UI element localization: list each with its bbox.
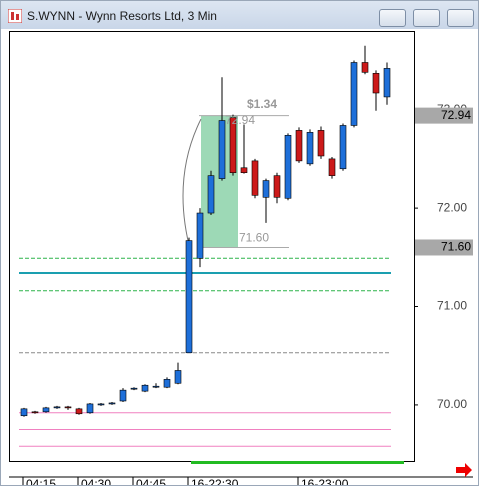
candle-body	[207, 175, 215, 214]
y-tick-label: 72.00	[437, 200, 467, 214]
candle-body	[130, 387, 138, 390]
close-button[interactable]	[447, 9, 474, 27]
measure-arc	[182, 118, 202, 254]
candle-body	[152, 385, 160, 388]
candle-body	[251, 160, 259, 196]
minimize-button[interactable]	[379, 9, 406, 27]
x-tick-label: 04:15	[26, 477, 56, 485]
price-marker	[415, 239, 473, 256]
candle-body	[53, 406, 61, 409]
candle-body	[163, 379, 171, 388]
candle-body	[218, 120, 226, 179]
candle-body	[108, 402, 116, 405]
candle-body	[339, 125, 347, 170]
candle-body	[383, 68, 391, 98]
candle-body	[295, 130, 303, 162]
candle-body	[196, 212, 204, 259]
candle-body	[97, 403, 105, 406]
y-tick-label: 71.00	[437, 299, 467, 313]
candle-body	[372, 73, 380, 94]
price-marker	[415, 107, 473, 124]
candle-body	[306, 132, 314, 165]
candle-body	[42, 407, 50, 413]
scroll-arrow[interactable]	[456, 463, 472, 477]
candle-body	[86, 403, 94, 414]
candle-body	[328, 158, 336, 176]
measure-change: $1.34	[247, 97, 277, 111]
candle-body	[284, 135, 292, 199]
measure-top-label: 72.94	[225, 113, 255, 127]
app-icon	[8, 9, 22, 23]
x-tick-label: 16-23:00	[301, 477, 349, 485]
candle-body	[141, 384, 149, 392]
candle-body	[119, 389, 127, 402]
measure-bottom-label: 71.60	[239, 231, 269, 245]
candle-body	[64, 406, 72, 409]
candle-body	[273, 175, 281, 198]
x-tick-label: 04:30	[81, 477, 111, 485]
candle-body	[350, 62, 358, 126]
title-bar: S.WYNN - Wynn Resorts Ltd, 3 Min	[1, 1, 478, 29]
candle-body	[317, 130, 325, 157]
x-tick-label: 16-22:30	[191, 477, 239, 485]
candle-body	[20, 408, 28, 417]
candle-body	[185, 240, 193, 354]
candle-body	[240, 167, 248, 173]
candle-body	[75, 408, 83, 415]
x-tick-label: 04:45	[136, 477, 166, 485]
candle-body	[361, 62, 369, 73]
y-tick-label: 70.00	[437, 397, 467, 411]
candle-body	[229, 117, 237, 173]
session-bar	[191, 461, 404, 464]
chart-bg	[1, 29, 478, 485]
candle-body	[174, 370, 182, 384]
candle-body	[262, 180, 270, 198]
price-marker-label: 71.60	[441, 240, 471, 254]
price-marker-label: 72.94	[441, 108, 471, 122]
candle-body	[31, 411, 39, 414]
chart: 70.0071.0072.0073.0004:1504:3004:4516-22…	[1, 29, 478, 485]
window-title: S.WYNN - Wynn Resorts Ltd, 3 Min	[27, 9, 217, 23]
maximize-button[interactable]	[413, 9, 440, 27]
